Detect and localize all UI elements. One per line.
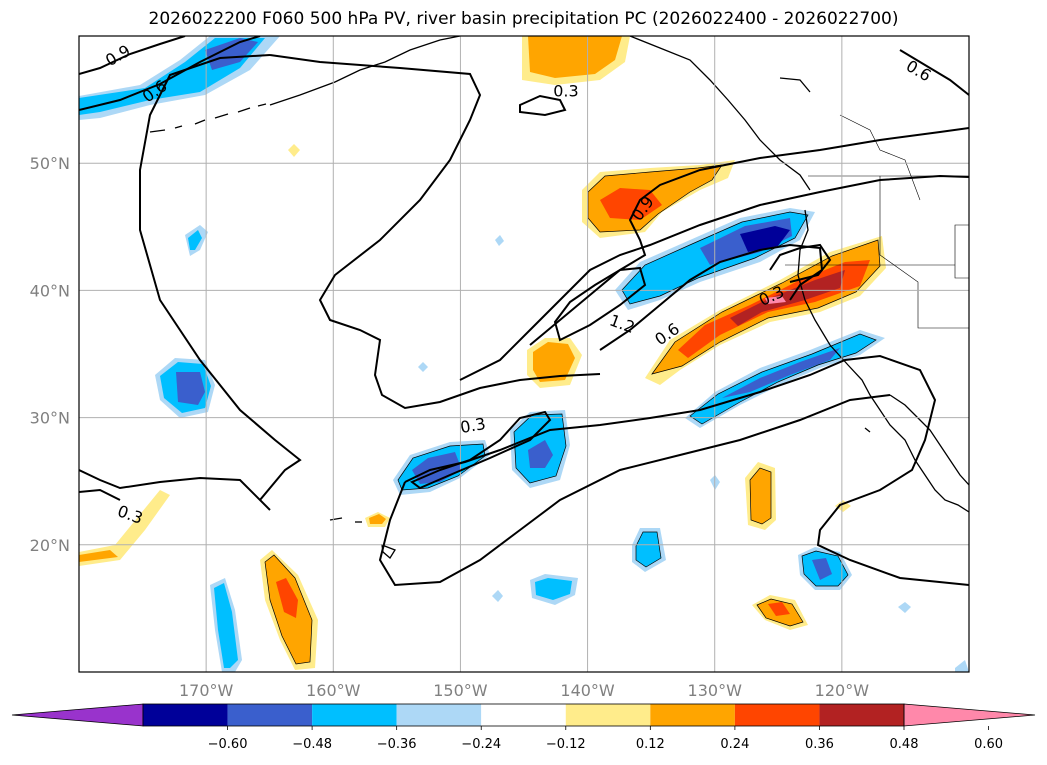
- lon-tick-label: 130°W: [688, 681, 743, 700]
- bc-coast: [629, 36, 811, 191]
- pv-contour-0.9: [529, 127, 969, 346]
- colorbar-tick-label: 0.12: [636, 737, 665, 752]
- colorbar-box: [143, 704, 228, 726]
- shade-o6-orange: [369, 514, 386, 524]
- shade-c3: [418, 362, 428, 372]
- latitude-labels: 50°N 40°N 30°N 20°N: [30, 154, 70, 555]
- colorbar-box: [396, 704, 482, 726]
- pv-contour-0.3-ring: [79, 54, 302, 511]
- shade-b9-cyan: [535, 578, 572, 600]
- island-2: [779, 77, 811, 93]
- colorbar-tick-label: 0.48: [890, 737, 919, 752]
- lat-tick-label: 30°N: [30, 409, 70, 428]
- baja: [889, 394, 969, 486]
- colorbar-box: [312, 704, 397, 726]
- shade-o5-red: [768, 602, 790, 616]
- west-coast: [797, 209, 969, 513]
- colorbar-box: [227, 704, 313, 726]
- shade-o3-red: [276, 578, 298, 618]
- pv-contour-0.3-sw: [378, 394, 891, 587]
- colorbar-ticks: −0.60 −0.48 −0.36 −0.24 −0.12 0.12 0.24 0.36 0.4…: [208, 726, 1003, 752]
- contour-label: 0.3: [553, 81, 578, 100]
- map-grid: [79, 36, 969, 672]
- colorbar-box: [819, 704, 904, 726]
- lon-tick-label: 150°W: [433, 681, 488, 700]
- pv-contour-0.3-ne: [769, 243, 832, 283]
- colorbar-box: [481, 704, 566, 726]
- shade-o4-orange: [750, 468, 771, 524]
- colorbar-box: [565, 704, 651, 726]
- shade-c5: [898, 602, 911, 613]
- colorbar-tick-label: −0.48: [292, 737, 332, 752]
- pv-contour-0.3-outer: [269, 54, 601, 410]
- contour-label: 0.3: [459, 414, 487, 437]
- lon-tick-label: 170°W: [179, 681, 234, 700]
- island-1: [864, 427, 871, 433]
- lat-tick-label: 50°N: [30, 154, 70, 173]
- shade-o2-orange: [533, 342, 575, 382]
- pv-contour-0.3-mid: [410, 410, 552, 490]
- shade-b7-cyan: [214, 583, 238, 668]
- colorbar-tick-label: −0.12: [546, 737, 586, 752]
- longitude-labels: 170°W 160°W 150°W 140°W 130°W 120°W: [179, 681, 869, 700]
- shade-b10-blue: [812, 558, 832, 580]
- lon-tick-label: 160°W: [306, 681, 361, 700]
- shade-sw-orange: [79, 550, 118, 562]
- map-frame: [78, 35, 970, 673]
- shade-o7: [288, 144, 300, 157]
- shade-nw-blue: [205, 38, 258, 70]
- us-state-line-3: [839, 114, 921, 201]
- colorbar-extend-high: [903, 703, 1036, 727]
- shade-c2: [495, 235, 504, 246]
- colorbar-tick-label: −0.36: [377, 737, 417, 752]
- shade-r-dark: [730, 270, 845, 326]
- shade-top-orange: [528, 36, 622, 78]
- shade-b8-cyan: [636, 532, 661, 567]
- shade-b2-blue: [722, 348, 840, 398]
- colorbar-tick-label: −0.24: [461, 737, 501, 752]
- colorbar-tick-label: 0.24: [720, 737, 749, 752]
- precipitation-shading: [79, 36, 969, 672]
- lat-tick-label: 20°N: [30, 536, 70, 555]
- shade-c6: [955, 660, 969, 672]
- shade-b1-navy: [740, 226, 790, 252]
- lon-tick-label: 140°W: [560, 681, 615, 700]
- pv-contour-0.3-s: [79, 488, 121, 501]
- shade-r-pink: [765, 296, 786, 304]
- lon-tick-label: 120°W: [815, 681, 870, 700]
- colorbar-frame: [142, 703, 905, 727]
- shade-sw-light: [79, 490, 170, 566]
- shade-b4-blue: [528, 440, 553, 468]
- shade-b6-cyan: [188, 230, 202, 250]
- colorbar-tick-label: 0.36: [805, 737, 834, 752]
- pv-contour-0.6-ne: [899, 49, 969, 96]
- colorbar-extend-low: [11, 703, 144, 727]
- pv-contour-0.6: [459, 174, 969, 381]
- colorbar-tick-label: 0.60: [974, 737, 1003, 752]
- pv-contour-1.2: [553, 266, 647, 342]
- shade-c4: [492, 590, 503, 602]
- colorbar: [11, 703, 1036, 727]
- colorbar-box: [650, 704, 735, 726]
- us-state-line-1: [879, 176, 969, 329]
- shading-outlines: [264, 164, 881, 665]
- pv-contour-0.9-nw: [79, 36, 186, 75]
- lat-tick-label: 40°N: [30, 281, 70, 300]
- shade-b2-cyan: [690, 334, 876, 424]
- colorbar-tick-label: −0.60: [208, 737, 248, 752]
- contour-label: 0.6: [903, 56, 935, 85]
- pv-contour-0.6-nw: [79, 36, 261, 111]
- us-state-line-4: [954, 224, 969, 279]
- map-title: 2026022200 F060 500 hPa PV, river basin …: [148, 9, 899, 29]
- pv-contour-0.3-south: [404, 354, 969, 586]
- contour-label: 1.2: [607, 311, 637, 338]
- hawaii-1: [329, 517, 343, 521]
- pv-contours: [79, 36, 969, 587]
- shade-b5-blue: [176, 372, 205, 405]
- pv-contour-0.3-top: [519, 94, 567, 117]
- colorbar-box: [734, 704, 820, 726]
- aleutian-chain: [149, 103, 267, 133]
